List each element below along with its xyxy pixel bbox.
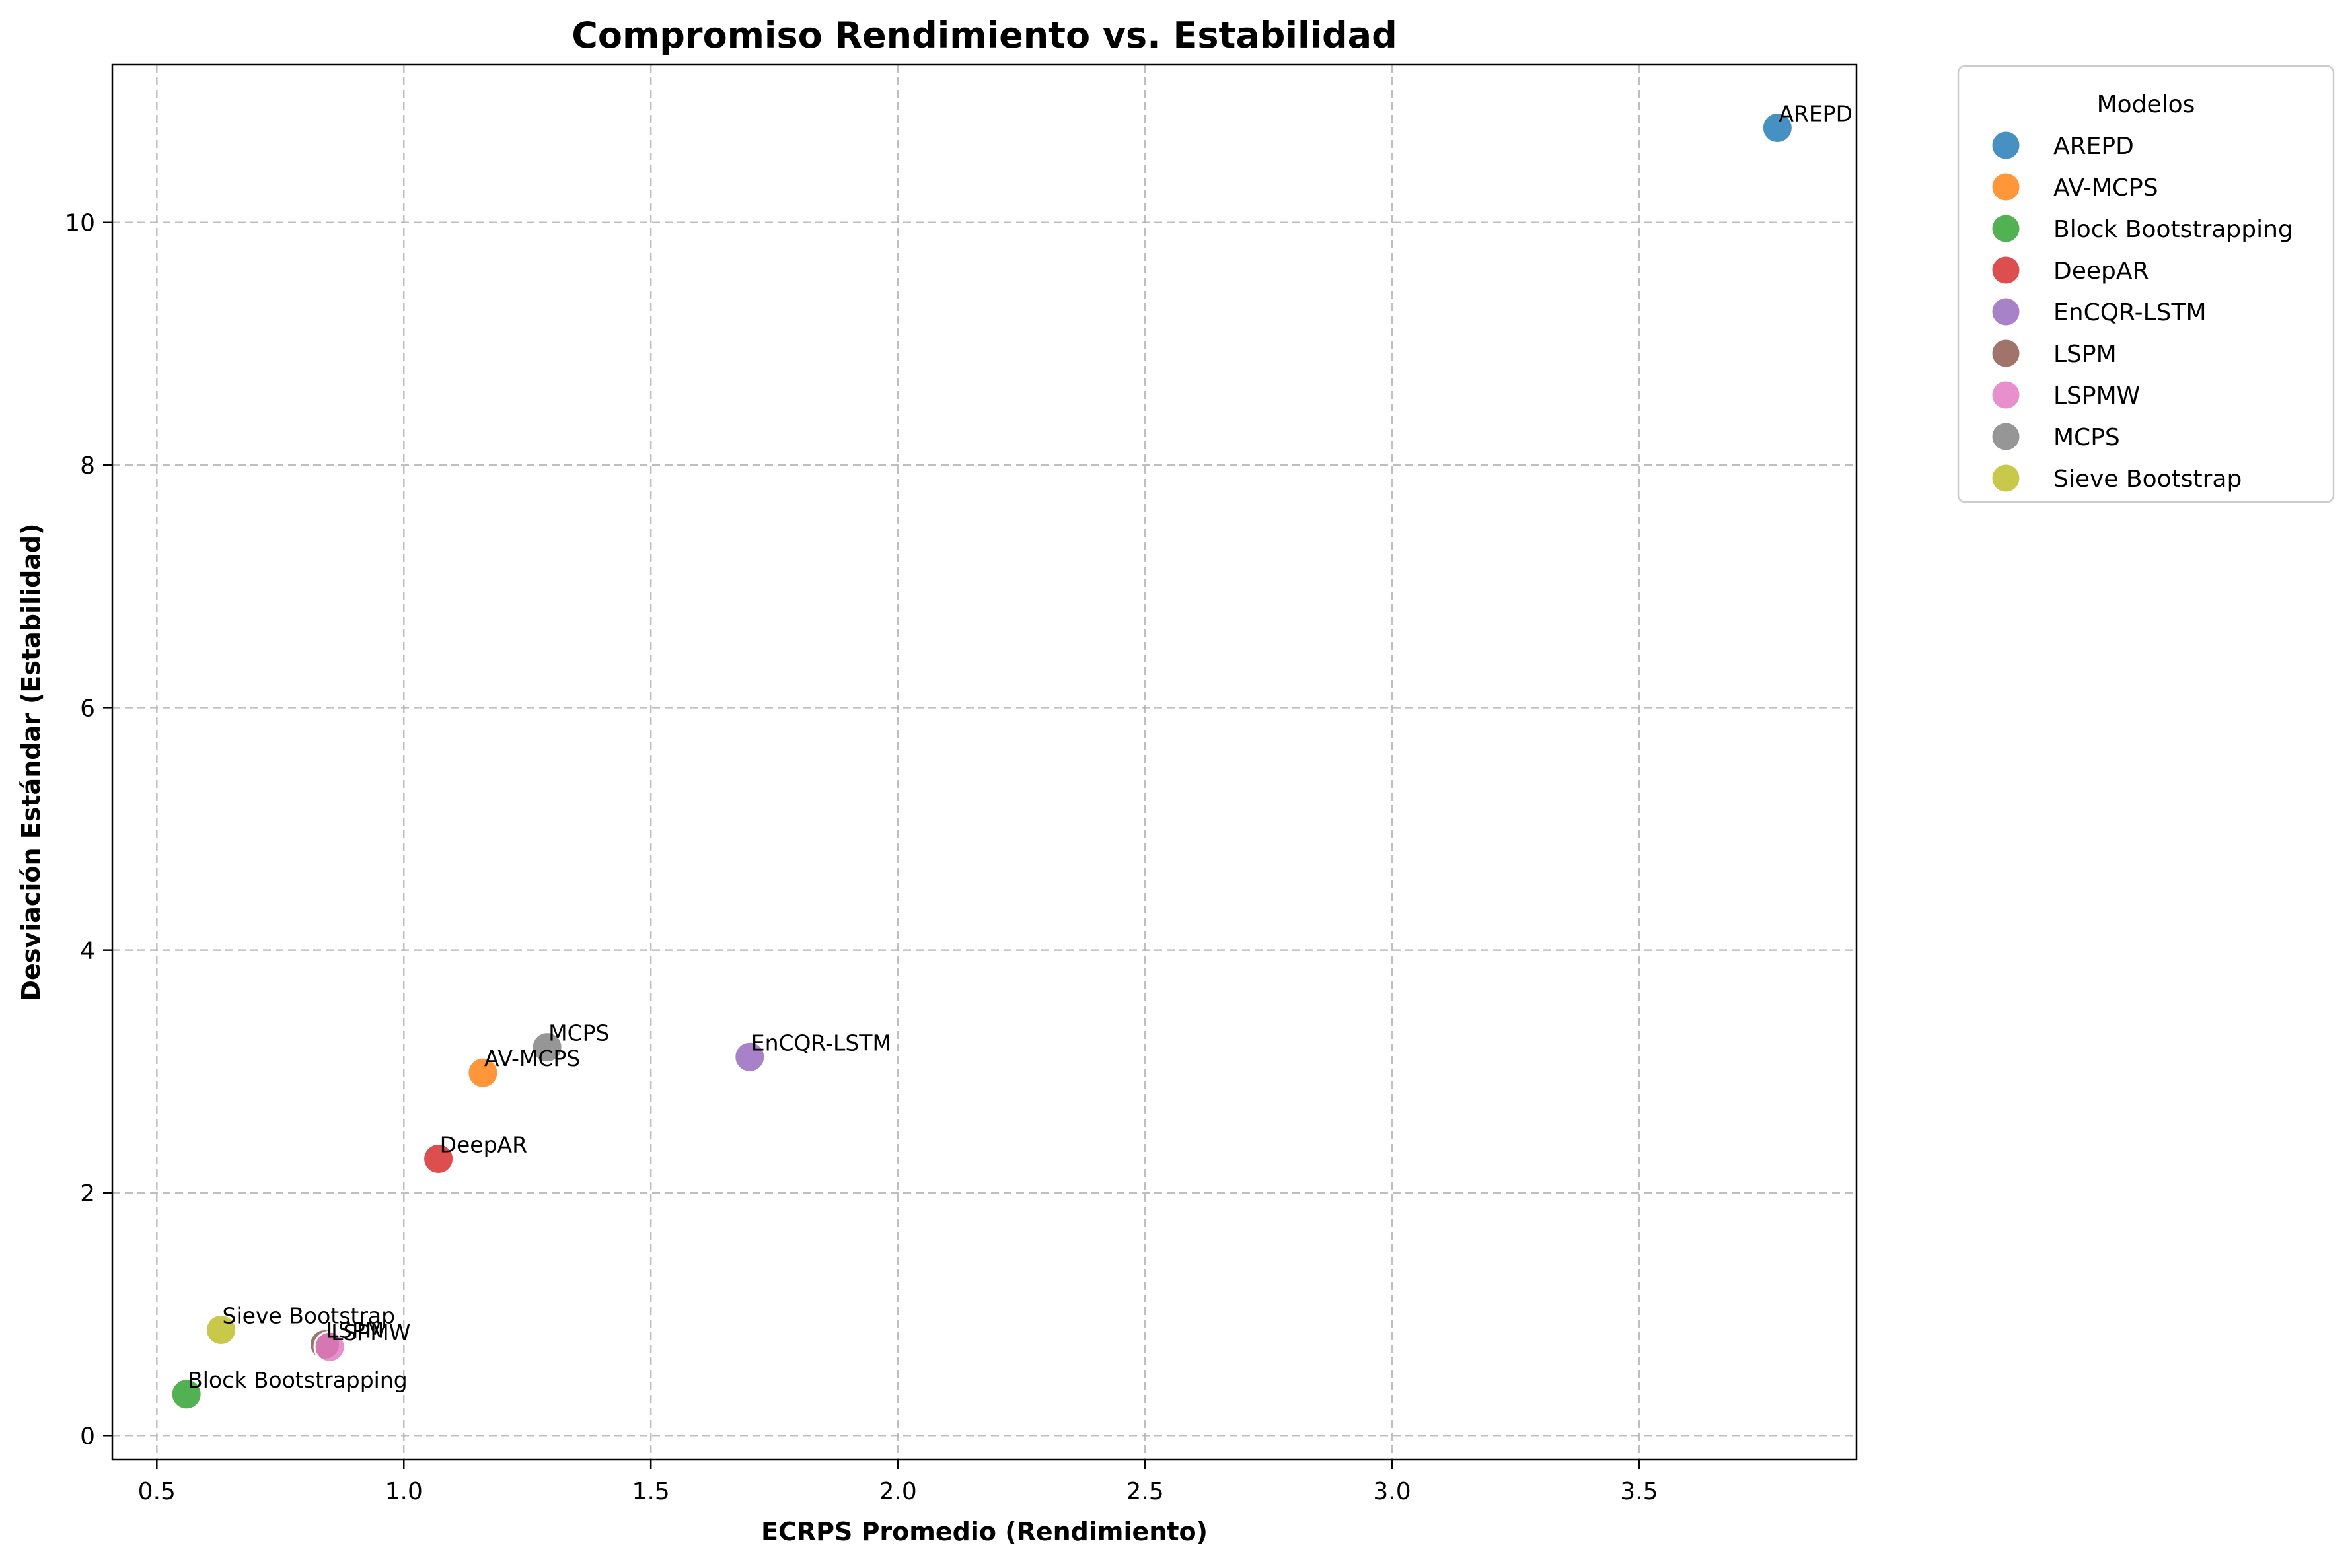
legend-box — [1957, 65, 2335, 503]
legend-marker — [1990, 129, 2022, 161]
legend-title: Modelos — [2097, 91, 2195, 118]
data-label: AREPD — [1779, 100, 1853, 126]
point-labels-layer: AREPD AV-MCPS Block Bootstrapping DeepAR EnC… — [188, 100, 1853, 1392]
data-point-lspmw — [313, 1330, 346, 1363]
x-axis-label: ECRPS Promedio (Rendimiento) — [761, 1517, 1208, 1546]
data-label: Block Bootstrapping — [188, 1367, 408, 1393]
data-point-mcps — [531, 1031, 564, 1064]
x-tick-label: 3.0 — [1373, 1478, 1411, 1505]
x-tick-label: 2.0 — [879, 1478, 916, 1505]
legend-label: LSPM — [2053, 341, 2117, 368]
x-tick-label: 0.5 — [138, 1478, 176, 1505]
y-axis-label: Desviación Estándar (Estabilidad) — [17, 523, 46, 1001]
data-label: MCPS — [548, 1020, 609, 1046]
legend-marker — [1990, 171, 2022, 203]
legend-marker — [1990, 296, 2022, 328]
legend-label: Sieve Bootstrap — [2053, 466, 2242, 493]
legend: Modelos AREPD AV-MCPS Block Bootstrapping D… — [1957, 65, 2335, 503]
data-point-sieve-bootstrap — [205, 1313, 238, 1346]
legend-label: AV-MCPS — [2053, 174, 2158, 201]
data-point-block-bootstrapping — [170, 1378, 203, 1411]
data-label: LSPMW — [331, 1320, 410, 1345]
legend-marker — [1990, 379, 2022, 411]
y-tick-label: 8 — [80, 452, 95, 480]
legend-label: Block Bootstrapping — [2053, 216, 2293, 243]
legend-label: DeepAR — [2053, 258, 2149, 285]
data-point-encqr-lstm — [733, 1040, 766, 1073]
plot-frame — [111, 63, 1858, 1461]
data-point-arepd — [1761, 111, 1794, 144]
data-label: DeepAR — [440, 1132, 527, 1158]
y-tick-label: 4 — [80, 938, 95, 965]
legend-label: LSPMW — [2053, 382, 2140, 410]
chart-title: Compromiso Rendimiento vs. Estabilidad — [571, 15, 1397, 56]
data-label: EnCQR-LSTM — [751, 1030, 891, 1055]
data-point-deepar — [422, 1143, 455, 1176]
legend-label: AREPD — [2053, 133, 2134, 160]
data-point-av-mcps — [466, 1056, 499, 1089]
data-label: LSPM — [326, 1318, 385, 1343]
data-label: Sieve Bootstrap — [223, 1302, 396, 1328]
x-tick-label: 1.0 — [385, 1478, 423, 1505]
legend-marker — [1990, 213, 2022, 244]
legend-entries: AREPD AV-MCPS Block Bootstrapping DeepAR EnC… — [1990, 129, 2293, 494]
ticks-layer: 0.5 1.0 1.5 2.0 2.5 3.0 3.5 0 2 4 6 8 10 — [65, 210, 1658, 1505]
legend-marker — [1990, 421, 2022, 452]
data-label: AV-MCPS — [484, 1046, 580, 1071]
legend-marker — [1990, 254, 2022, 286]
y-tick-label: 0 — [80, 1423, 95, 1450]
legend-label: MCPS — [2053, 424, 2120, 451]
x-tick-label: 2.5 — [1126, 1478, 1163, 1505]
legend-marker — [1990, 338, 2022, 369]
x-tick-label: 3.5 — [1620, 1478, 1658, 1505]
y-tick-label: 10 — [65, 210, 95, 237]
grid-layer — [112, 65, 1856, 1460]
y-tick-label: 6 — [80, 695, 95, 722]
y-tick-label: 2 — [80, 1180, 95, 1207]
legend-label: EnCQR-LSTM — [2053, 299, 2207, 326]
legend-marker — [1990, 462, 2022, 494]
x-tick-label: 1.5 — [632, 1478, 670, 1505]
points-layer — [170, 111, 1794, 1411]
